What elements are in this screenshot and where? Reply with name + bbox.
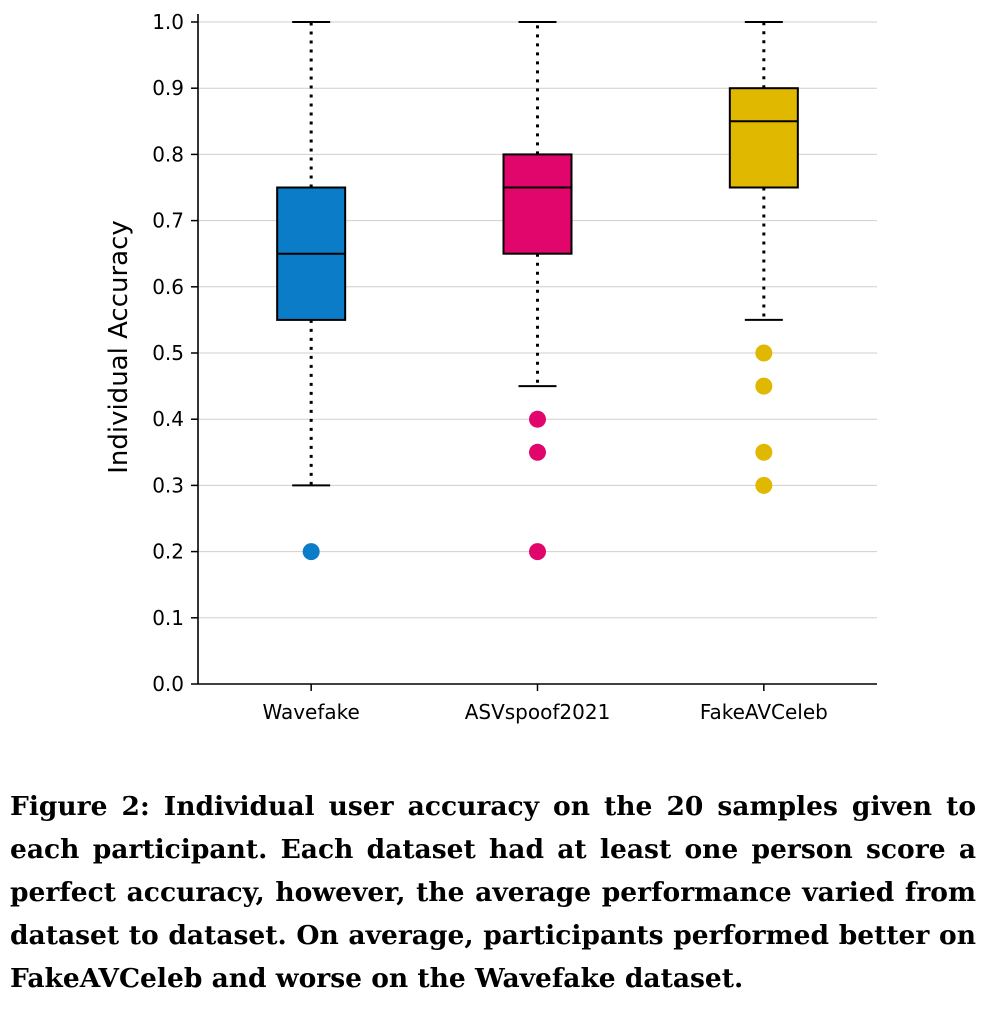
- x-tick-label: FakeAVCeleb: [700, 700, 828, 724]
- y-tick-label: 0.3: [152, 473, 184, 497]
- box-fakeavceleb: [728, 21, 799, 494]
- box-wavefake: [276, 21, 347, 561]
- y-tick-label: 0.7: [152, 209, 184, 233]
- outlier-point: [755, 443, 773, 461]
- outlier-point: [755, 377, 773, 395]
- outlier-point: [755, 344, 773, 362]
- y-tick-label: 1.0: [152, 10, 184, 34]
- y-tick-label: 0.5: [152, 341, 184, 365]
- axes: 0.0 0.1 0.2 0.3 0.4 0.5 0.6 0.7 0.8 0.9 1.0 Wavefak…: [152, 10, 877, 724]
- iqr-box: [728, 87, 799, 189]
- y-tick-label: 0.2: [152, 540, 184, 564]
- y-tick-label: 0.4: [152, 407, 184, 431]
- outlier-point: [529, 443, 546, 461]
- box-asvspoof2021: [502, 21, 573, 561]
- y-axis-label: Individual Accuracy: [104, 220, 134, 474]
- y-tick-label: 0.6: [152, 275, 184, 299]
- y-tick-label: 0.1: [152, 606, 184, 630]
- y-tick-label: 0.0: [152, 672, 184, 696]
- box-plot: 0.0 0.1 0.2 0.3 0.4 0.5 0.6 0.7 0.8 0.9 1.0 Wavefak…: [104, 10, 877, 724]
- iqr-box: [502, 153, 573, 255]
- outlier-point: [529, 543, 546, 561]
- y-tick-label: 0.8: [152, 142, 184, 166]
- figure-caption: Figure 2: Individual user accuracy on th…: [10, 791, 976, 994]
- outlier-point: [302, 543, 320, 561]
- boxes: [276, 21, 799, 561]
- x-tick-label: Wavefake: [262, 700, 359, 724]
- x-tick-label: ASVspoof2021: [465, 700, 611, 724]
- y-tick-label: 0.9: [152, 76, 184, 100]
- outlier-point: [529, 410, 546, 428]
- outlier-point: [755, 476, 773, 494]
